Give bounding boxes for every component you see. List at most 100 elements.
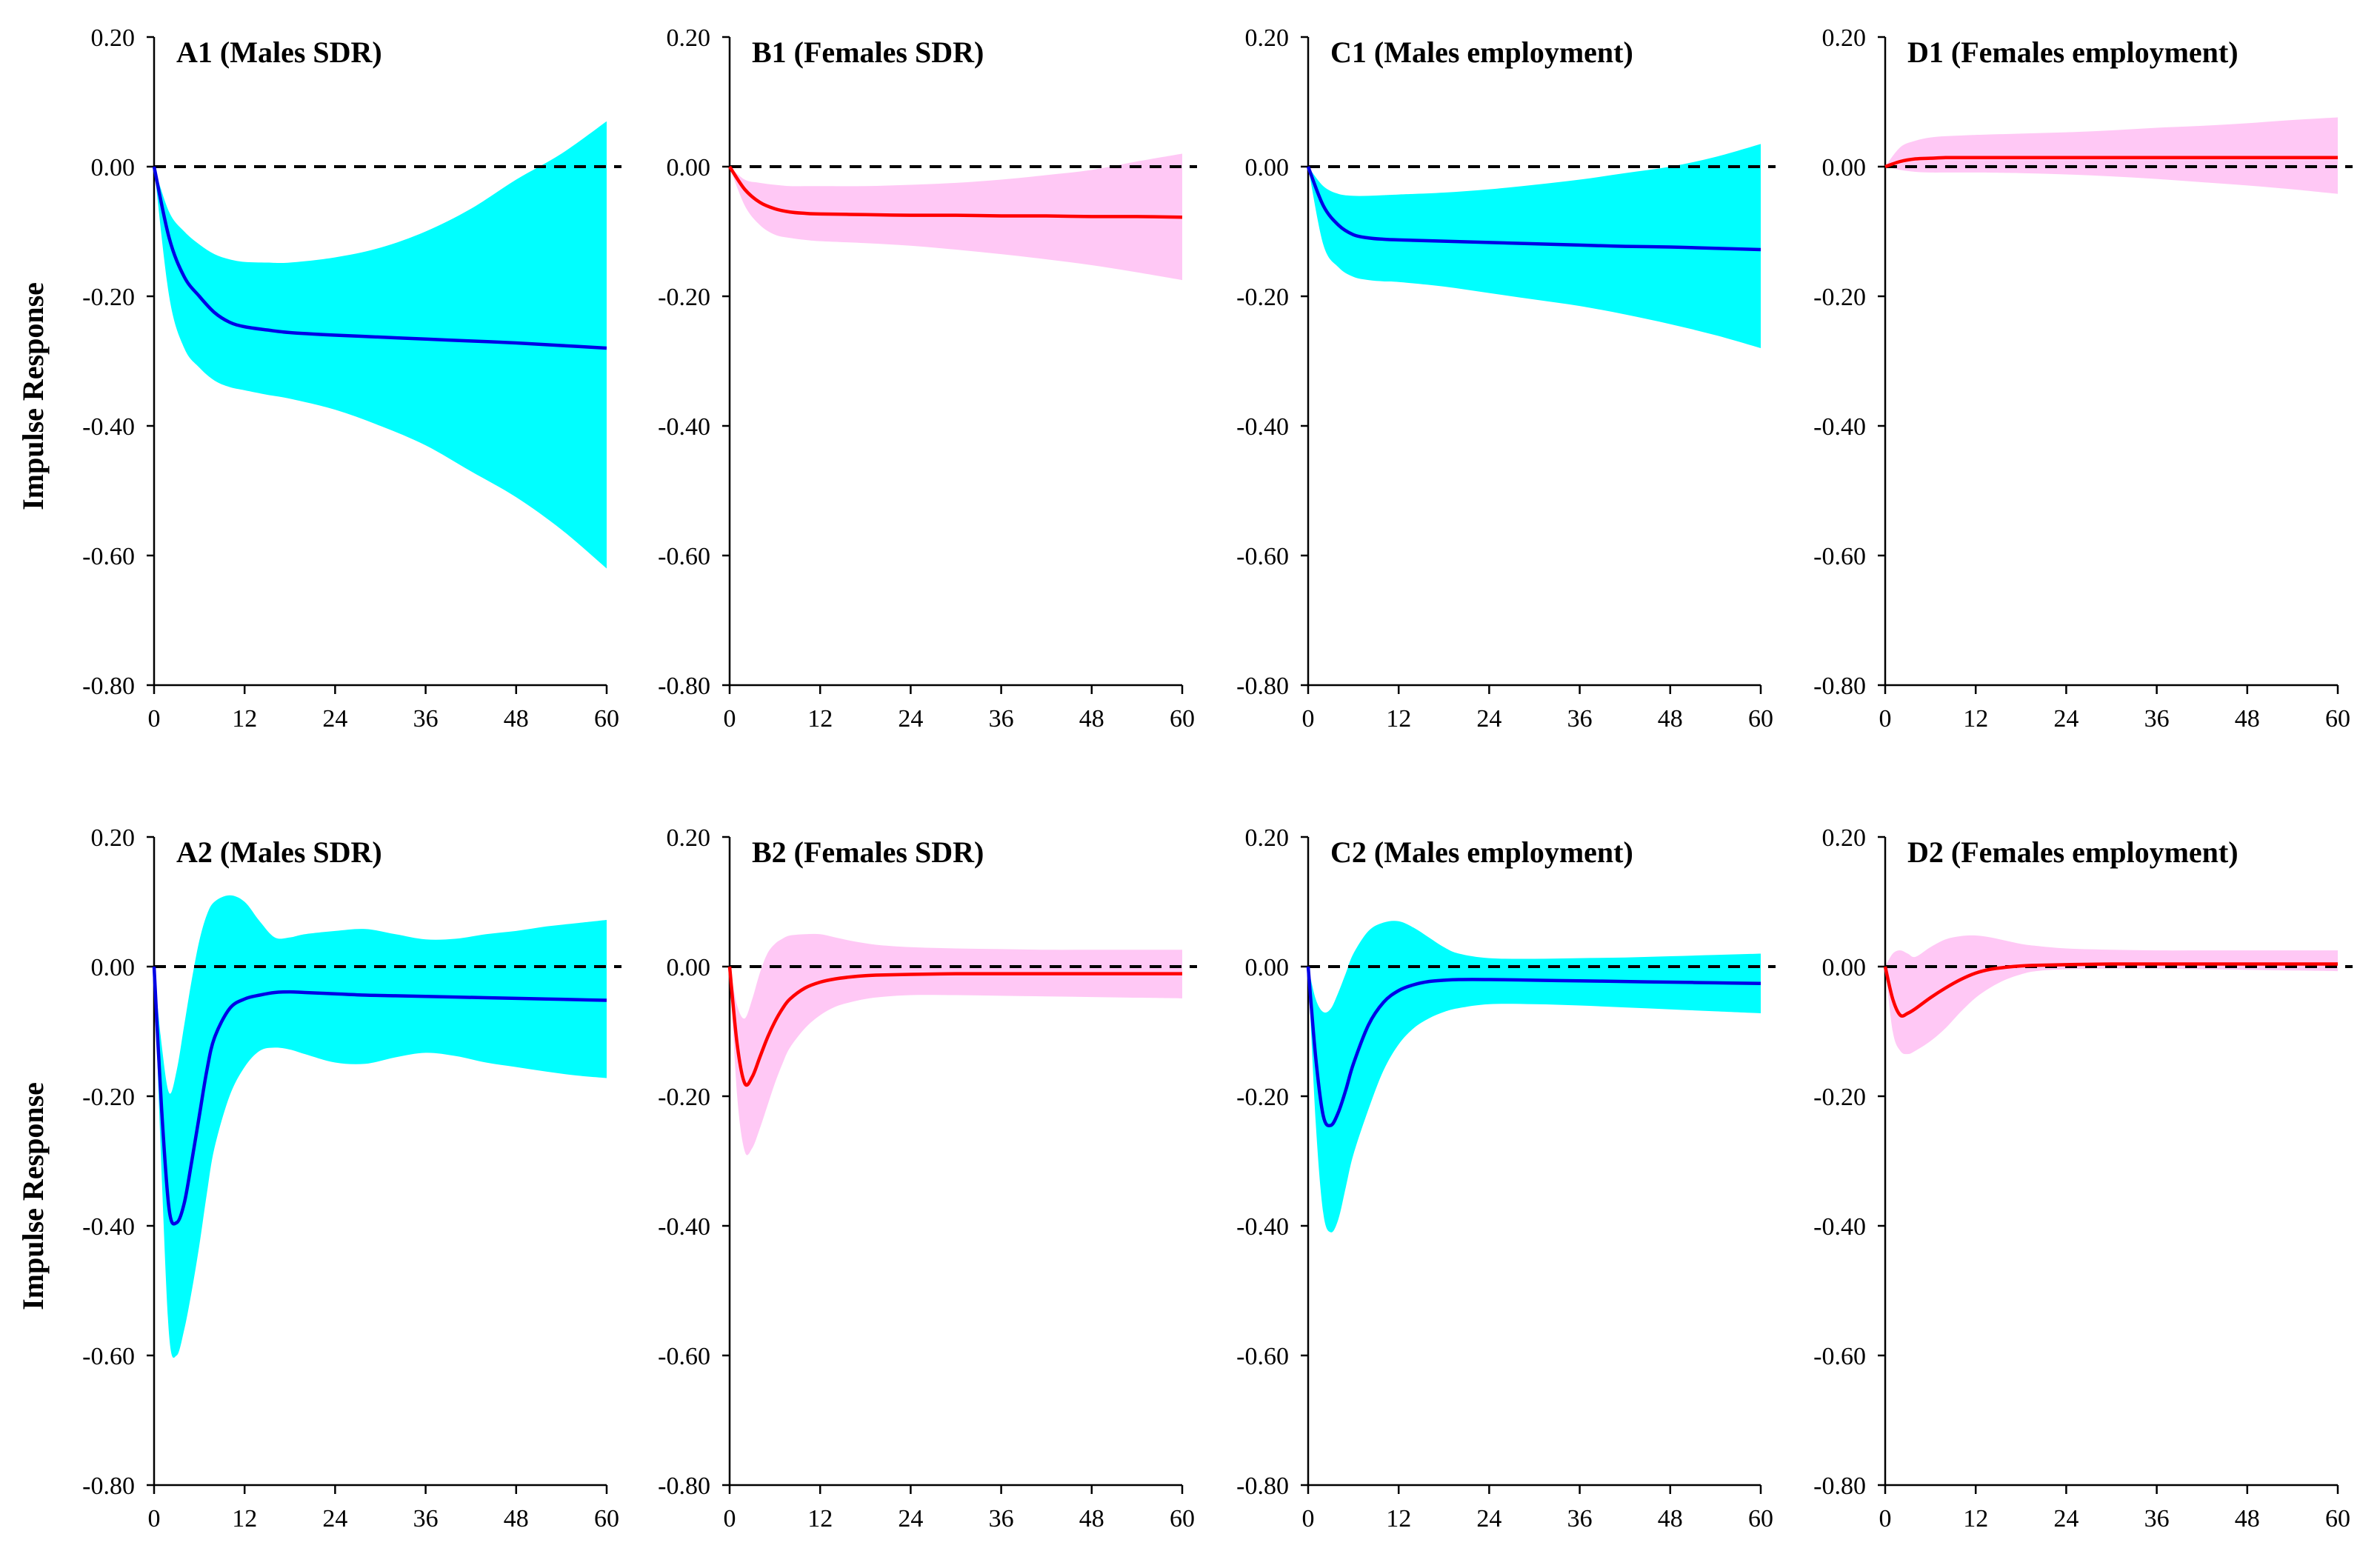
x-tick-label: 48 [1079, 705, 1104, 733]
panel-a1: 0.20 0.00 -0.20 -0.40 -0.60 -0.80 0 12 24 36 48 60 A… [82, 24, 621, 733]
y-tick-label: -0.60 [1813, 1343, 1866, 1370]
y-tick-label: -0.40 [658, 413, 710, 441]
x-tick-label: 48 [2235, 1505, 2260, 1532]
x-tick-label: 60 [1748, 705, 1773, 733]
y-tick-label: -0.80 [82, 1472, 135, 1500]
y-tick-label: 0.00 [667, 954, 711, 981]
x-tick-label: 60 [1170, 1505, 1195, 1532]
y-tick-label: 0.20 [1822, 24, 1867, 52]
x-tick-label: 0 [1302, 1505, 1315, 1532]
x-tick-label: 24 [1476, 705, 1501, 733]
confidence-band [1885, 935, 2338, 1055]
x-tick-label: 36 [989, 705, 1014, 733]
x-tick-label: 0 [148, 705, 161, 733]
x-tick-label: 12 [1386, 1505, 1411, 1532]
x-tick-label: 24 [322, 1505, 347, 1532]
x-tick-label: 12 [807, 705, 833, 733]
x-tick-label: 12 [1963, 1505, 1988, 1532]
x-tick-label: 12 [1963, 705, 1988, 733]
impulse-response-line [152, 166, 607, 350]
x-tick-label: 48 [504, 1505, 529, 1532]
y-tick-label: -0.20 [1236, 284, 1289, 311]
panel-d2: 0.20 0.00 -0.20 -0.40 -0.60 -0.80 0 12 24 36 48 60 D… [1813, 824, 2353, 1532]
x-tick-label: 60 [2325, 1505, 2350, 1532]
x-tick-label: 36 [2144, 705, 2170, 733]
impulse-response-line [1883, 962, 2339, 1018]
y-tick-label: -0.40 [1236, 413, 1289, 441]
y-tick-label: 0.00 [1822, 954, 1867, 981]
x-tick-label: 12 [232, 705, 257, 733]
y-tick-label: -0.40 [658, 1213, 710, 1241]
x-tick-label: 0 [1879, 1505, 1892, 1532]
x-tick-label: 48 [504, 705, 529, 733]
y-tick-label: -0.20 [1236, 1084, 1289, 1111]
y-tick-label: -0.20 [82, 284, 135, 311]
y-tick-label: 0.20 [91, 24, 136, 52]
x-tick-label: 12 [232, 1505, 257, 1532]
x-tick-label: 36 [2144, 1505, 2170, 1532]
x-tick-label: 24 [898, 705, 923, 733]
y-tick-label: -0.60 [82, 1343, 135, 1370]
panel-title: D1 (Females employment) [1907, 36, 2239, 69]
y-tick-label: -0.40 [82, 413, 135, 441]
confidence-band [154, 121, 607, 569]
y-tick-label: 0.20 [667, 24, 711, 52]
confidence-band [1308, 144, 1761, 348]
x-tick-label: 0 [1302, 705, 1315, 733]
panel-title: B2 (Females SDR) [752, 835, 984, 869]
y-tick-label: 0.00 [1245, 954, 1290, 981]
impulse-response-line [1306, 166, 1761, 252]
x-tick-label: 60 [2325, 705, 2350, 733]
impulse-response-line [1884, 156, 2339, 169]
y-tick-label: -0.40 [1813, 413, 1866, 441]
panel-title: A2 (Males SDR) [176, 835, 382, 869]
panel-title: D2 (Females employment) [1907, 835, 2239, 869]
panel-title: A1 (Males SDR) [176, 36, 382, 69]
x-tick-label: 36 [1567, 705, 1593, 733]
x-tick-label: 60 [594, 705, 619, 733]
y-tick-label: 0.20 [667, 824, 711, 852]
x-tick-label: 36 [1567, 1505, 1593, 1532]
panel-title: C2 (Males employment) [1330, 835, 1633, 869]
x-tick-label: 60 [594, 1505, 619, 1532]
y-tick-label: -0.80 [658, 673, 710, 700]
y-axis-label-row2: Impulse Response [16, 1082, 50, 1310]
x-tick-label: 12 [1386, 705, 1411, 733]
impulse-response-line [728, 165, 1183, 219]
y-tick-label: -0.40 [82, 1213, 135, 1241]
panel-d1: 0.20 0.00 -0.20 -0.40 -0.60 -0.80 0 12 24 36 48 60 D… [1813, 24, 2353, 733]
y-tick-label: -0.60 [1813, 543, 1866, 570]
x-tick-label: 48 [1658, 705, 1683, 733]
y-tick-label: 0.00 [91, 954, 136, 981]
x-tick-label: 0 [148, 1505, 161, 1532]
x-tick-label: 24 [898, 1505, 923, 1532]
panels-group: 0.20 0.00 -0.20 -0.40 -0.60 -0.80 0 12 24 36 48 60 A… [82, 24, 2353, 1532]
y-tick-label: -0.20 [82, 1084, 135, 1111]
panel-c2: 0.20 0.00 -0.20 -0.40 -0.60 -0.80 0 12 24 36 48 60 C… [1236, 824, 1776, 1532]
x-tick-label: 36 [413, 705, 439, 733]
x-tick-label: 24 [2053, 1505, 2079, 1532]
panel-a2: 0.20 0.00 -0.20 -0.40 -0.60 -0.80 0 12 24 36 48 60 A… [82, 824, 621, 1532]
y-tick-label: -0.80 [658, 1472, 710, 1500]
x-tick-label: 12 [807, 1505, 833, 1532]
panel-title: C1 (Males employment) [1330, 36, 1633, 69]
x-tick-label: 48 [1658, 1505, 1683, 1532]
y-tick-label: -0.60 [1236, 1343, 1289, 1370]
y-tick-label: -0.80 [1813, 1472, 1866, 1500]
y-tick-label: -0.20 [658, 1084, 710, 1111]
y-tick-label: 0.00 [1822, 154, 1867, 181]
impulse-response-line [152, 966, 607, 1226]
x-tick-label: 0 [1879, 705, 1892, 733]
x-tick-label: 48 [2235, 705, 2260, 733]
confidence-band [1308, 921, 1761, 1233]
y-tick-label: 0.20 [1822, 824, 1867, 852]
y-tick-label: -0.60 [658, 543, 710, 570]
panel-c1: 0.20 0.00 -0.20 -0.40 -0.60 -0.80 0 12 24 36 48 60 C… [1236, 24, 1776, 733]
y-tick-label: 0.00 [91, 154, 136, 181]
x-tick-label: 0 [724, 1505, 736, 1532]
panel-title: B1 (Females SDR) [752, 36, 984, 69]
y-tick-label: -0.60 [1236, 543, 1289, 570]
y-tick-label: -0.40 [1236, 1213, 1289, 1241]
